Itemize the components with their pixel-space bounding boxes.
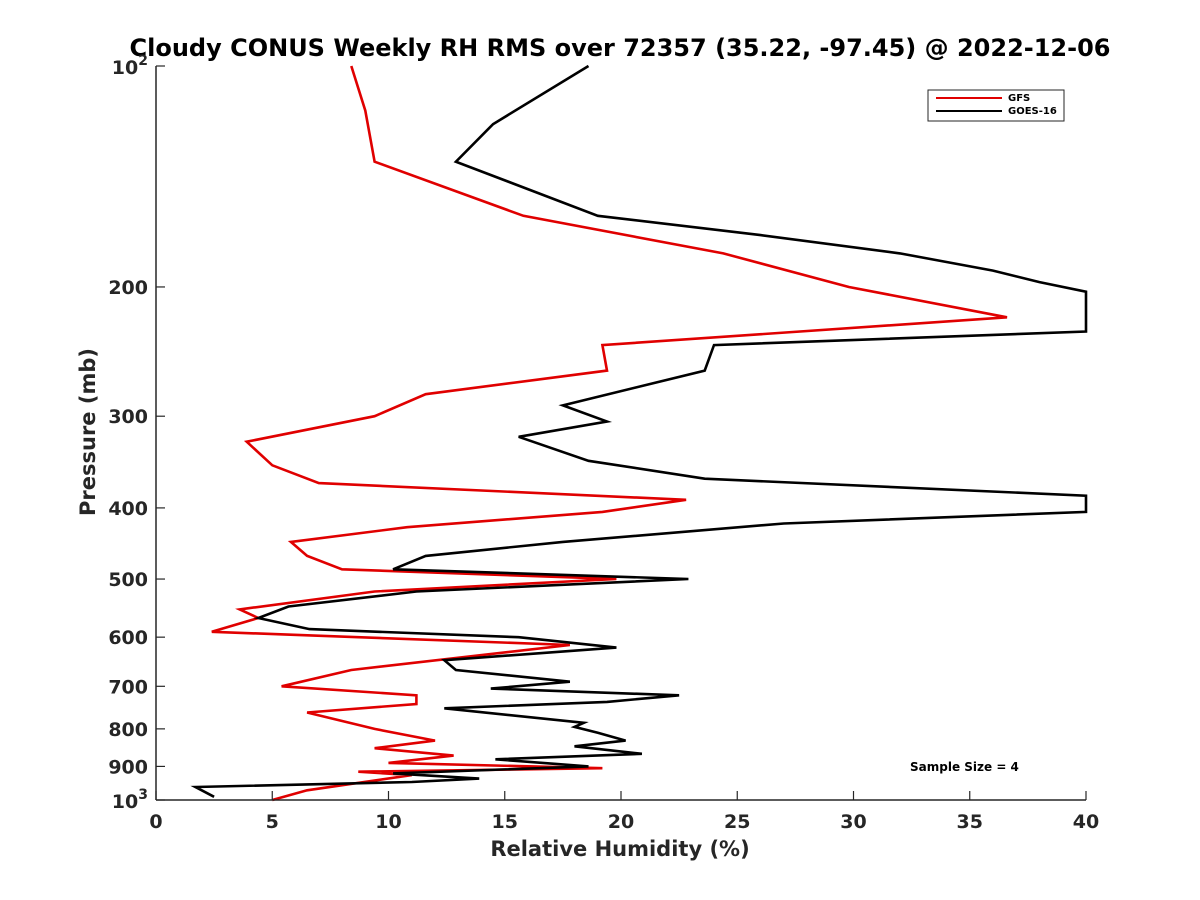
x-tick-label: 10 — [375, 811, 401, 833]
x-tick-label: 25 — [724, 811, 750, 833]
y-tick-label: 800 — [108, 719, 148, 741]
axes-layer: 0 5 10 15 20 25 30 35 40 102 200 300 400 500 600 700 800… — [108, 53, 1099, 833]
y-axis-label: Pressure (mb) — [76, 348, 100, 516]
x-tick-label: 20 — [608, 811, 634, 833]
y-tick-label: 600 — [108, 627, 148, 649]
x-tick-label: 35 — [957, 811, 983, 833]
x-tick-label: 15 — [492, 811, 518, 833]
y-tick-label: 200 — [108, 277, 148, 299]
legend: GFS GOES-16 — [927, 89, 1065, 122]
series-line-goes16 — [190, 64, 1088, 798]
y-tick-label: 700 — [108, 676, 148, 698]
y-tick-label: 102 — [112, 53, 148, 79]
x-tick-label: 5 — [266, 811, 279, 833]
legend-box — [927, 89, 1065, 122]
legend-label-goes16: GOES-16 — [1008, 106, 1057, 117]
x-tick-label: 0 — [149, 811, 162, 833]
y-tick-label: 300 — [108, 406, 148, 428]
series-line-gfs — [211, 65, 1008, 802]
y-tick-label: 103 — [112, 787, 148, 813]
sample-size-annotation: Sample Size = 4 — [910, 760, 1019, 774]
x-tick-label: 40 — [1073, 811, 1099, 833]
legend-label-gfs: GFS — [1008, 93, 1030, 104]
series-layer — [190, 64, 1088, 802]
x-tick-label: 30 — [840, 811, 866, 833]
y-tick-label: 500 — [108, 569, 148, 591]
x-axis-label: Relative Humidity (%) — [490, 837, 749, 861]
y-tick-label: 400 — [108, 498, 148, 520]
y-tick-label: 900 — [108, 756, 148, 778]
chart-title: Cloudy CONUS Weekly RH RMS over 72357 (3… — [130, 34, 1111, 62]
